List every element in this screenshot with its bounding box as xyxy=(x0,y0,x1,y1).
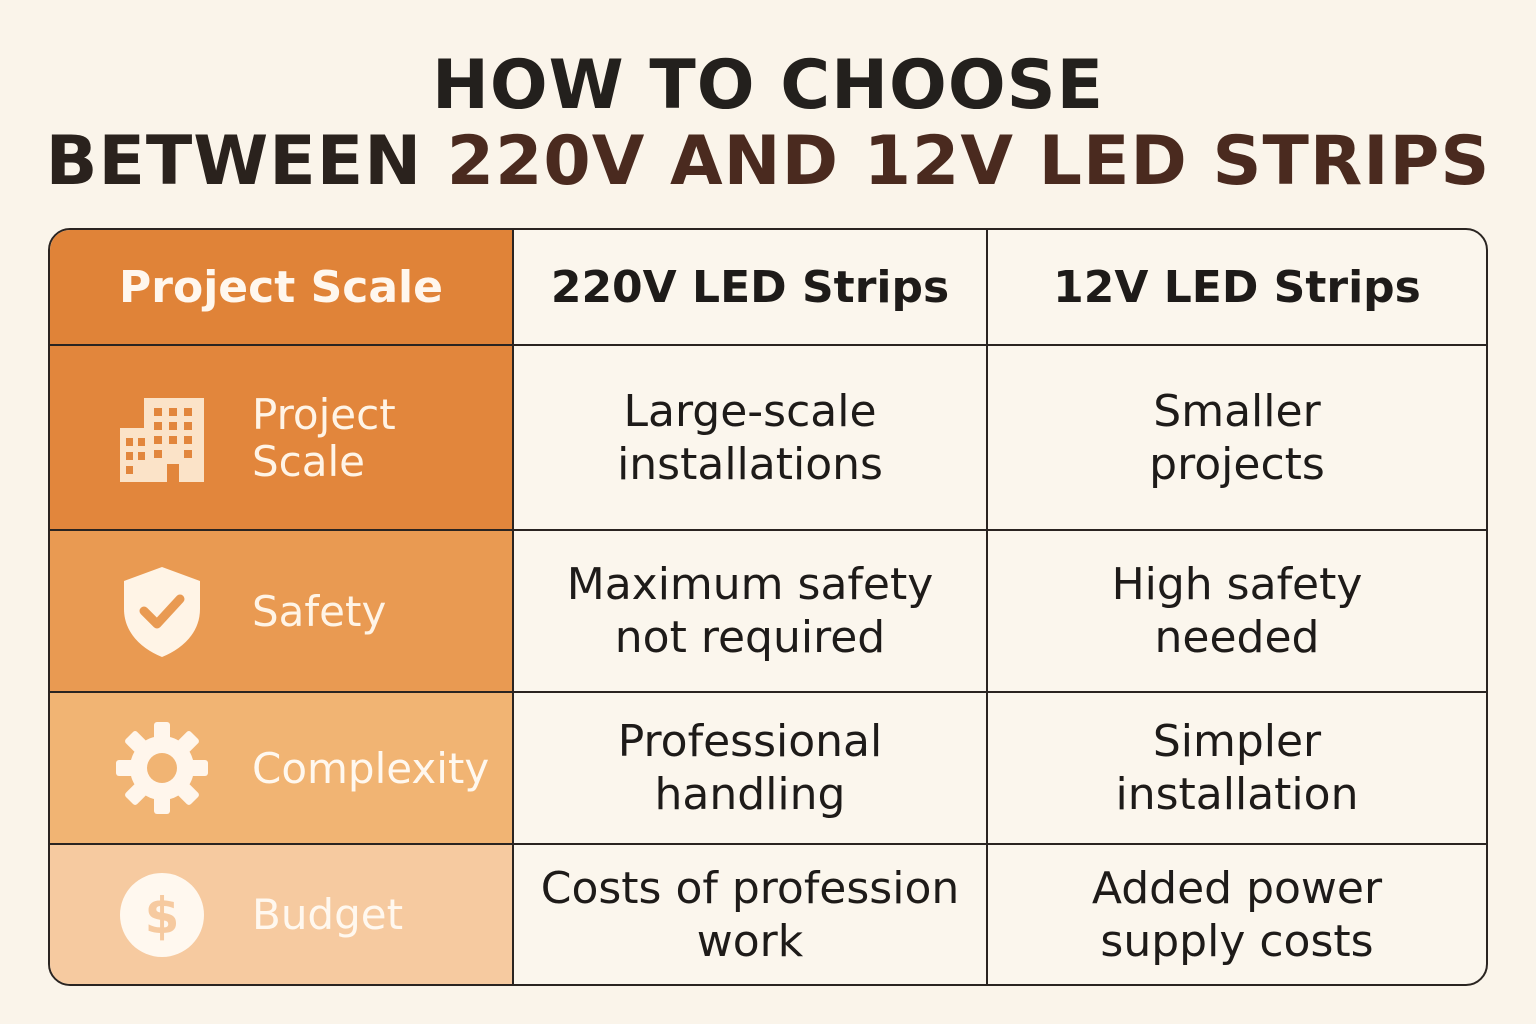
cell-line: Maximum safety xyxy=(566,559,934,610)
cell-line: work xyxy=(696,915,804,967)
header-12v: 12V LED Strips xyxy=(988,230,1486,346)
cell-220v-budget: Costs of profession work xyxy=(514,845,988,984)
cell-line: High safety xyxy=(1111,559,1363,610)
row-label-project-scale: Project Scale xyxy=(50,346,514,531)
gear-icon xyxy=(114,720,210,816)
title-line-2-prefix: BETWEEN xyxy=(45,122,447,201)
cell-12v-project-scale: Smaller projects xyxy=(988,346,1486,531)
cell-line: supply costs xyxy=(1100,915,1374,967)
row-label-text: Complexity xyxy=(252,743,490,793)
header-220v: 220V LED Strips xyxy=(514,230,988,346)
row-label-text: Budget xyxy=(252,890,404,939)
comparison-table: Project Scale 220V LED Strips 12V LED St… xyxy=(48,228,1488,986)
cell-220v-project-scale: Large-scale installations xyxy=(514,346,988,531)
cell-12v-safety: High safety needed xyxy=(988,531,1486,693)
title-line-1: HOW TO CHOOSE xyxy=(431,46,1105,125)
title-line-2: BETWEEN 220V AND 12V LED STRIPS xyxy=(0,124,1536,200)
row-label-budget: $ Budget xyxy=(50,845,514,984)
cell-line: not required xyxy=(614,612,886,663)
cell-line: Professional xyxy=(617,716,883,767)
cell-line: installation xyxy=(1115,769,1359,820)
cell-12v-complexity: Simpler installation xyxy=(988,693,1486,845)
title-line-2-highlight: 220V AND 12V LED STRIPS xyxy=(446,122,1491,201)
dollar-coin-icon: $ xyxy=(114,867,210,963)
page-title: HOW TO CHOOSE BETWEEN 220V AND 12V LED S… xyxy=(0,48,1536,200)
cell-line: Added power xyxy=(1091,862,1383,914)
cell-line: Smaller xyxy=(1153,385,1321,437)
header-project-scale: Project Scale xyxy=(50,230,514,346)
cell-220v-safety: Maximum safety not required xyxy=(514,531,988,693)
row-label-line: Project xyxy=(252,389,396,439)
cell-line: Large-scale xyxy=(623,385,877,437)
cell-line: projects xyxy=(1149,438,1325,490)
shield-check-icon xyxy=(114,563,210,659)
row-label-text: Project Scale xyxy=(252,391,396,485)
cell-12v-budget: Added power supply costs xyxy=(988,845,1486,984)
row-label-text: Safety xyxy=(252,586,387,636)
cell-line: needed xyxy=(1154,612,1320,663)
row-label-complexity: Complexity xyxy=(50,693,514,845)
cell-line: installations xyxy=(617,438,883,490)
cell-220v-complexity: Professional handling xyxy=(514,693,988,845)
row-label-line: Scale xyxy=(252,436,365,486)
cell-line: handling xyxy=(654,769,846,820)
row-label-safety: Safety xyxy=(50,531,514,693)
svg-text:$: $ xyxy=(145,887,180,945)
cell-line: Simpler xyxy=(1152,716,1322,767)
building-icon xyxy=(114,390,210,486)
cell-line: Costs of profession xyxy=(540,862,960,914)
